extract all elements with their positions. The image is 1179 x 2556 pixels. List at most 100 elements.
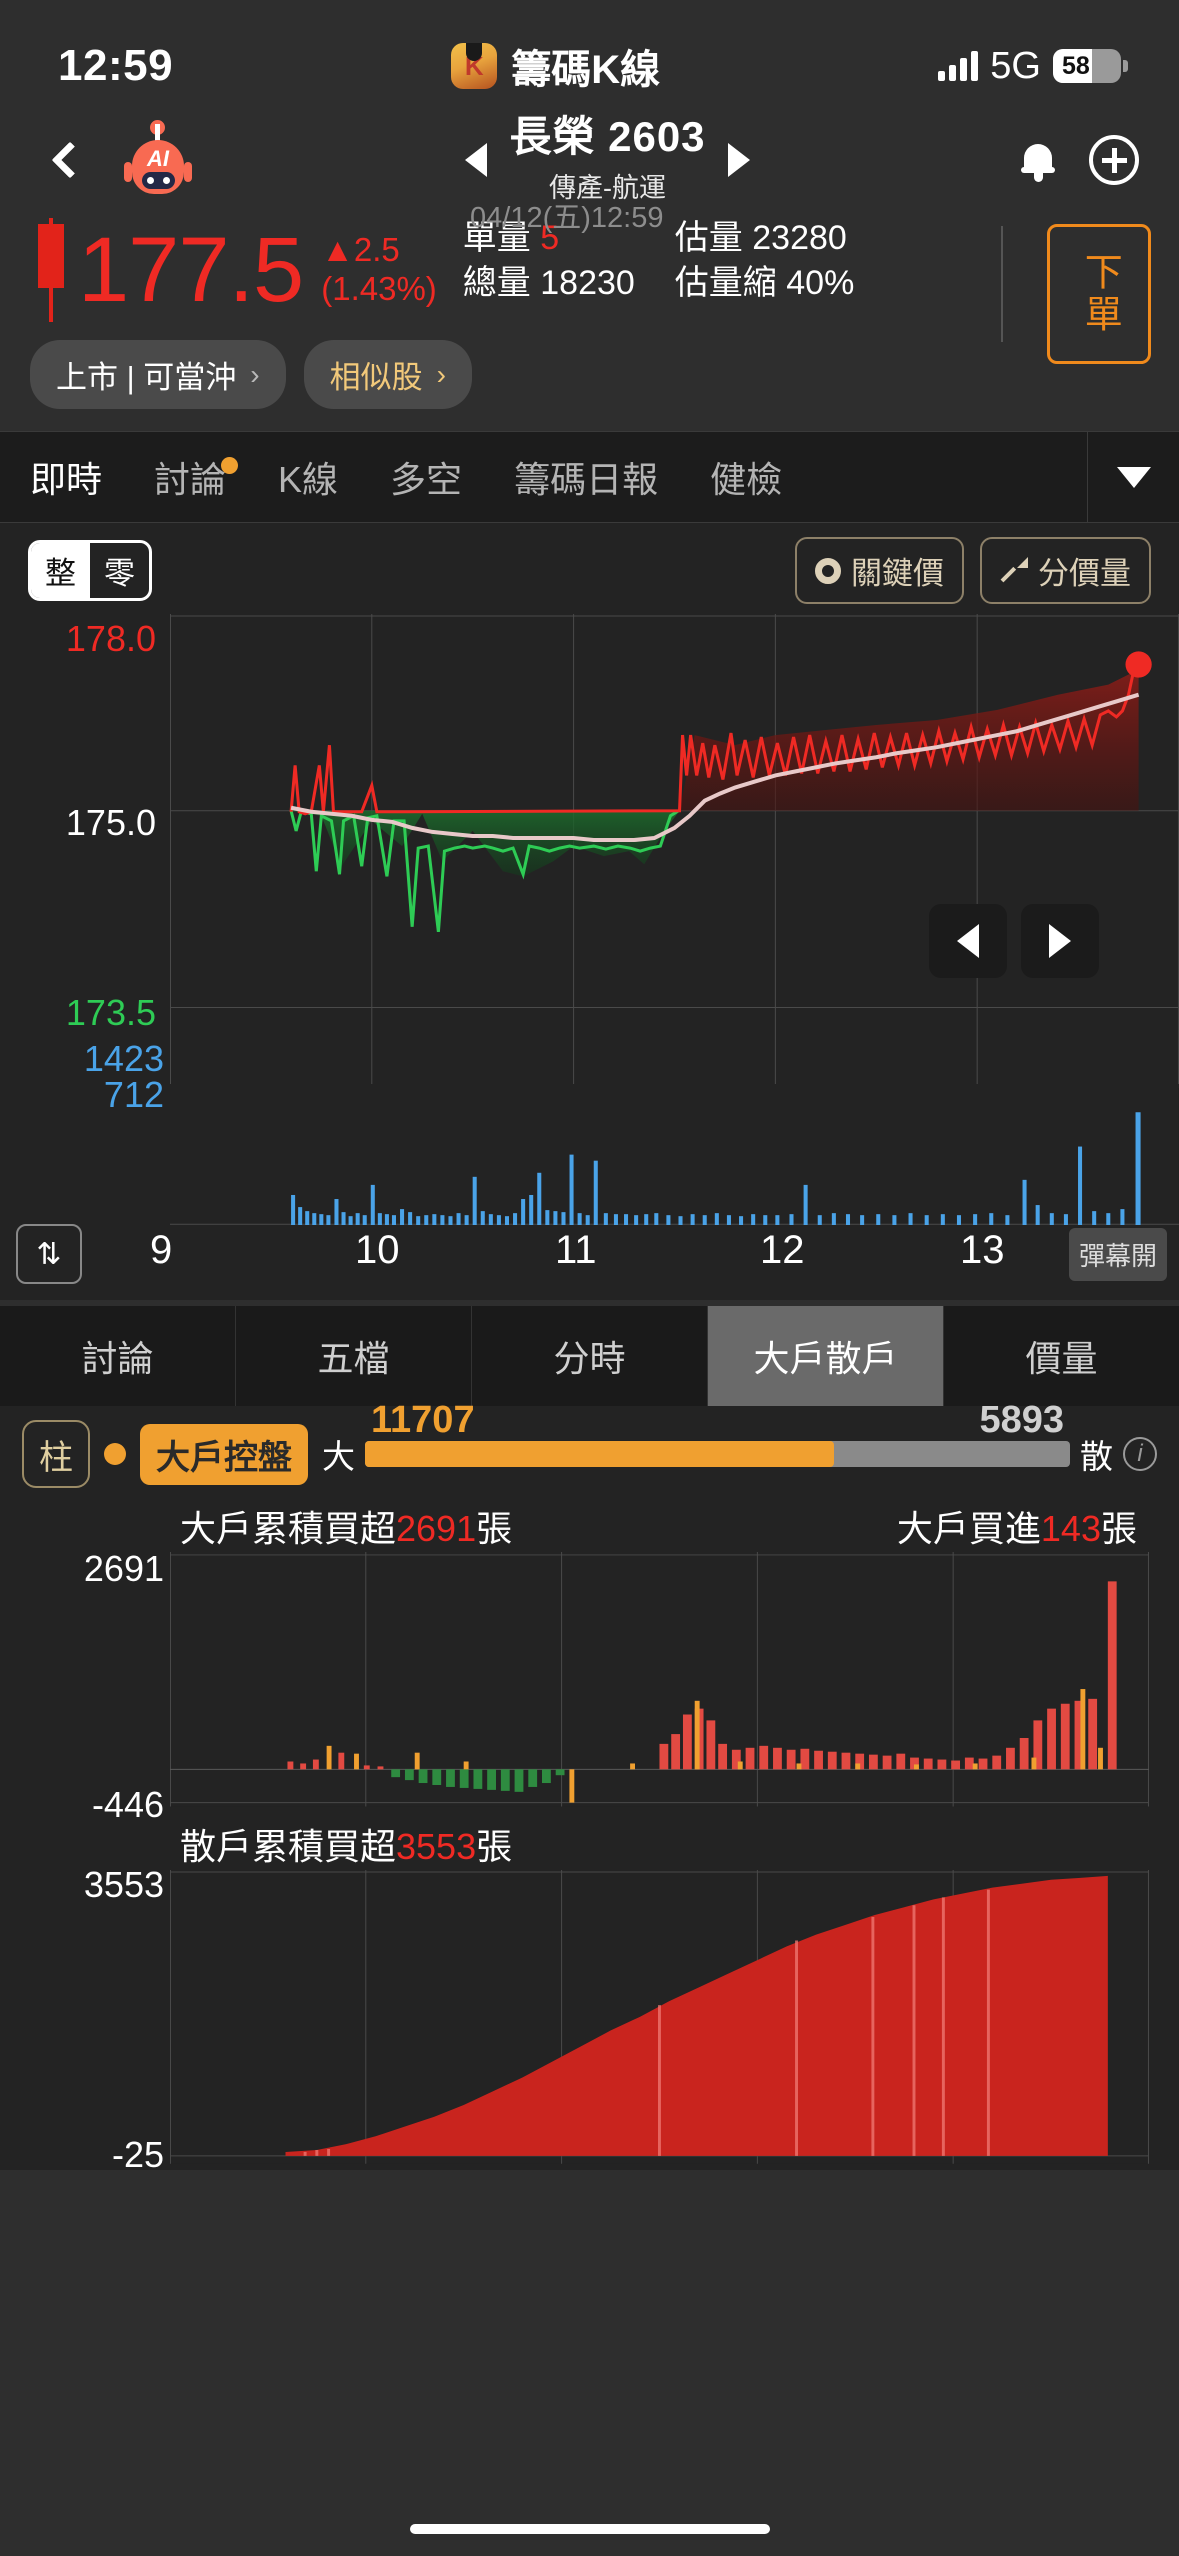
plus-circle-icon[interactable] — [1089, 135, 1139, 185]
stat-row: 總量 18230 — [463, 263, 635, 304]
quote-stats: 單量 5 總量 18230 估量 23280 估量縮 40% — [463, 218, 895, 322]
ai-assistant-button[interactable]: AI — [122, 120, 194, 196]
big-player-titles: 大戶累積買超2691張 大戶買進143張 — [0, 1488, 1179, 1552]
x-tick: 11 — [555, 1228, 597, 1272]
triangle-right-icon[interactable] — [727, 143, 750, 177]
candle-icon — [38, 218, 64, 322]
x-tick: 12 — [760, 1228, 805, 1272]
triangle-left-icon[interactable] — [465, 143, 488, 177]
stat-label: 估量縮 — [674, 263, 777, 302]
chart-nav-buttons — [929, 904, 1099, 978]
stat-label: 估量 — [674, 219, 743, 257]
expand-icon — [1000, 556, 1028, 585]
intraday-chart-section: 整 零 關鍵價 分價量 178.0 175.0 173.5 174 — [0, 523, 1179, 1300]
order-button[interactable]: 下單 — [1047, 224, 1151, 364]
lot-type-toggle[interactable]: 整 零 — [28, 540, 152, 601]
volume-axis-bottom: 712 — [103, 1074, 164, 1115]
big-label: 大 — [322, 1438, 355, 1475]
retail-cum-value: 3553 — [396, 1826, 477, 1867]
status-time: 12:59 — [58, 41, 174, 90]
stat-value: 5 — [540, 219, 560, 257]
x-tick: 9 — [150, 1228, 173, 1272]
btab-orderbook[interactable]: 五檔 — [236, 1306, 472, 1406]
chevron-right-icon: › — [436, 358, 446, 390]
key-price-label: 關鍵價 — [851, 556, 944, 591]
x-tick: 13 — [960, 1228, 1005, 1272]
quote-panel: 04/12(五)12:59 177.5 ▲2.5 (1.43%) 單量 5 總量… — [0, 202, 1179, 364]
big-buy-value: 143 — [1040, 1508, 1101, 1549]
app-icon-letter: K — [464, 51, 484, 81]
status-app: K 籌碼K線 — [451, 37, 660, 95]
tab-label: 討論 — [154, 459, 227, 500]
tab-label: 即時 — [30, 459, 103, 500]
stat-label: 總量 — [462, 263, 531, 302]
btab-label: 五檔 — [317, 1338, 390, 1379]
info-icon[interactable]: i — [1123, 1437, 1157, 1471]
stat-value: 18230 — [540, 263, 635, 302]
btab-price-volume[interactable]: 價量 — [944, 1306, 1179, 1406]
btab-label: 討論 — [81, 1338, 154, 1379]
price-change: ▲2.5 — [321, 231, 400, 269]
price-change-block: ▲2.5 (1.43%) — [321, 231, 437, 309]
tab-kline[interactable]: K線 — [252, 451, 364, 503]
badge-dot-icon — [221, 457, 239, 474]
chart-toolbar: 整 零 關鍵價 分價量 — [0, 523, 1179, 614]
sort-icon[interactable]: ⇅ — [16, 1224, 82, 1284]
nav-actions — [1021, 135, 1139, 185]
tab-longshort[interactable]: 多空 — [364, 451, 488, 503]
price-change-pct: (1.43%) — [321, 270, 437, 307]
tab-realtime[interactable]: 即時 — [0, 451, 128, 503]
tab-label: 多空 — [390, 459, 463, 500]
chart-prev-button[interactable] — [929, 904, 1007, 978]
bell-icon[interactable] — [1021, 140, 1055, 182]
price-chart[interactable]: 178.0 175.0 173.5 174 177.5 — [0, 614, 1179, 1089]
volume-chart: 1423 712 — [0, 1038, 1179, 1226]
price-volume-button[interactable]: 分價量 — [980, 537, 1151, 604]
market-chip[interactable]: 上市 | 可當沖 › — [30, 340, 286, 409]
column-mode-button[interactable]: 柱 — [22, 1420, 90, 1488]
tabs-more-button[interactable] — [1087, 432, 1179, 522]
tab-healthcheck[interactable]: 健檢 — [684, 451, 808, 503]
big-cum-label: 大戶累積買超 — [180, 1508, 397, 1549]
axis-high: 178.0 — [65, 618, 156, 659]
btab-timeshare[interactable]: 分時 — [472, 1306, 708, 1406]
similar-stocks-label: 相似股 — [329, 360, 423, 395]
retail-value: 5893 — [979, 1399, 1064, 1441]
retail-cum-label: 散戶累積買超 — [180, 1826, 397, 1867]
chevron-down-icon — [1116, 466, 1151, 488]
tab-chip-daily[interactable]: 籌碼日報 — [488, 451, 684, 503]
big-buy-title: 大戶買進143張 — [897, 1500, 1137, 1552]
btab-big-vs-retail[interactable]: 大戶散戶 — [708, 1306, 944, 1406]
axis-low: 173.5 — [65, 992, 156, 1033]
lot-type-odd[interactable]: 零 — [104, 556, 135, 591]
page-title: 長榮 2603 — [509, 113, 706, 161]
order-button-label: 下單 — [1078, 252, 1121, 336]
retail-chart[interactable]: 3553 -25 — [0, 1864, 1179, 2175]
stat-row: 估量 23280 — [675, 218, 855, 259]
status-bar: 12:59 K 籌碼K線 5G 58 — [0, 0, 1179, 110]
btab-discussion[interactable]: 討論 — [0, 1306, 236, 1406]
similar-stocks-chip[interactable]: 相似股 › — [303, 340, 472, 409]
symbol-switcher: 長榮 2603 傳產-航運 — [194, 115, 1021, 204]
axis-mid: 175.0 — [65, 802, 156, 843]
big-player-control-pill[interactable]: 大戶控盤 — [140, 1423, 308, 1485]
main-tab-bar: 即時 討論 K線 多空 籌碼日報 健檢 — [0, 431, 1179, 523]
quote-timestamp: 04/12(五)12:59 — [470, 202, 664, 234]
price-volume-label: 分價量 — [1038, 556, 1131, 591]
big-axis-bottom: -446 — [91, 1784, 164, 1825]
signal-icon — [938, 51, 979, 81]
nav-bar: AI 長榮 2603 傳產-航運 — [0, 110, 1179, 210]
triangle-right-icon — [1049, 924, 1071, 958]
tab-label: 籌碼日報 — [514, 459, 659, 500]
battery-level: 58 — [1061, 51, 1090, 80]
key-price-button[interactable]: 關鍵價 — [795, 537, 964, 604]
danmu-toggle[interactable]: 彈幕開 — [1068, 1228, 1167, 1281]
tab-discussion[interactable]: 討論 — [128, 451, 252, 503]
chart-next-button[interactable] — [1021, 904, 1099, 978]
volume-axis-top: 1423 — [83, 1038, 164, 1079]
retail-chart-svg — [170, 1870, 1149, 2164]
back-button[interactable] — [40, 141, 100, 179]
lot-type-whole[interactable]: 整 — [31, 543, 90, 598]
big-player-chart[interactable]: 2691 -446 — [0, 1548, 1179, 1825]
